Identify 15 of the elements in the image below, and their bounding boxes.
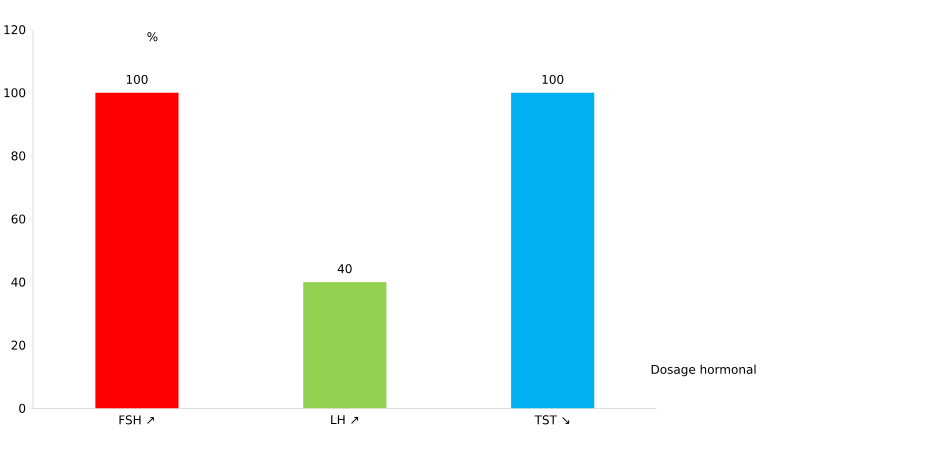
y-tick-label: 80 (12, 152, 26, 161)
y-tick-label: 120 (4, 25, 26, 34)
x-tick-label: FSH ↗ (119, 415, 154, 425)
y-tick-label: 60 (12, 214, 26, 224)
y-tick-label: 0 (19, 404, 26, 414)
x-axis-title: Dosage hormonal (652, 364, 756, 376)
x-tick-label: LH ↗ (331, 415, 358, 424)
data-label: 100 (126, 75, 148, 84)
y-tick-label: 20 (12, 340, 26, 350)
data-label: 40 (338, 264, 352, 274)
x-tick-label: TST ↘ (534, 415, 570, 425)
data-label: 100 (542, 75, 564, 84)
y-tick-label: 100 (4, 88, 26, 98)
y-tick-label: 40 (11, 278, 26, 287)
y-axis-title: % (147, 32, 158, 42)
